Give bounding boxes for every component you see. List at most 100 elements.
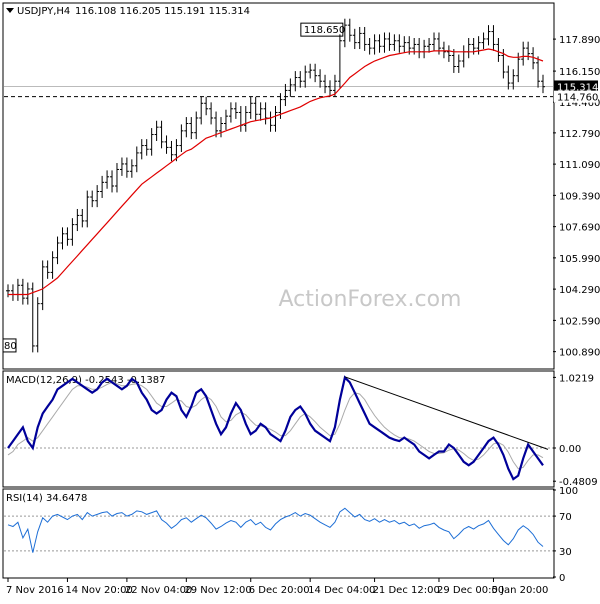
price-bar — [481, 32, 486, 50]
price-bar — [283, 83, 288, 107]
price-bar — [456, 54, 461, 73]
price-bar — [273, 106, 278, 132]
header-ohlc: 116.108 116.205 115.191 115.314 — [75, 6, 250, 17]
macd-panel-frame — [2, 370, 555, 488]
support-level-box — [554, 90, 598, 103]
low-marker: 80 — [2, 338, 17, 353]
price-bar — [154, 120, 159, 141]
price-panel-frame — [2, 2, 555, 370]
price-bar — [60, 227, 65, 250]
price-bar — [223, 109, 228, 130]
price-ytick-label: 116.150 — [559, 67, 600, 78]
price-bar — [25, 282, 30, 305]
price-bar — [387, 32, 392, 51]
rsi-ytick-label: 30 — [559, 547, 572, 558]
price-ytick-label: 102.590 — [559, 316, 600, 327]
price-bar — [402, 36, 407, 53]
price-bar — [382, 32, 387, 53]
macd-ytick-label: 1.0219 — [559, 373, 594, 384]
price-bar — [293, 71, 298, 92]
price-bar — [110, 170, 115, 193]
current-price-box — [554, 80, 598, 93]
xtick-label: 29 Nov 12:00 — [184, 585, 251, 596]
price-bar — [446, 45, 451, 62]
high-marker: 118.650 — [300, 22, 345, 37]
price-bar — [70, 218, 75, 246]
high-marker-label: 118.650 — [304, 25, 345, 36]
price-bar — [318, 69, 323, 88]
price-bar — [149, 128, 154, 156]
price-bar — [45, 260, 50, 279]
price-bar — [209, 102, 214, 125]
price-bar — [298, 71, 303, 88]
price-bar — [451, 49, 456, 73]
macd-trendline — [344, 376, 549, 450]
xtick-label: 22 Nov 04:00 — [125, 585, 192, 596]
price-bar — [35, 297, 40, 353]
price-bar — [253, 96, 258, 121]
rsi-label: RSI(14) 34.6478 — [6, 493, 87, 504]
current-price-label: 115.314 — [557, 82, 598, 93]
rsi-ytick-label: 0 — [559, 573, 565, 584]
price-ytick-label: 104.290 — [559, 285, 600, 296]
xtick-label: 6 Dec 20:00 — [249, 585, 310, 596]
price-bar — [30, 282, 35, 353]
price-bar — [372, 34, 377, 55]
price-bar — [491, 25, 496, 51]
price-bar — [90, 190, 95, 208]
price-ytick-label: 117.890 — [559, 35, 600, 46]
price-bar — [134, 146, 139, 173]
xtick-label: 21 Dec 12:00 — [373, 585, 440, 596]
price-bar — [303, 65, 308, 88]
price-bar — [357, 26, 362, 50]
price-bar — [139, 139, 144, 160]
price-ytick-label: 112.790 — [559, 129, 600, 140]
price-bar — [169, 140, 174, 162]
price-bar — [184, 117, 189, 138]
price-ytick-label: 105.990 — [559, 254, 600, 265]
price-bar — [342, 18, 347, 48]
price-bar — [204, 96, 209, 116]
price-bar — [159, 120, 164, 149]
price-bar — [347, 18, 352, 42]
xtick-label: 29 Dec 00:00 — [437, 585, 504, 596]
price-bar — [228, 102, 233, 123]
price-bar — [114, 163, 119, 193]
low-marker-label: 80 — [4, 341, 17, 352]
price-bar — [258, 102, 263, 121]
price-bar — [521, 41, 526, 66]
series-layer — [6, 18, 549, 553]
price-ytick-label: 107.690 — [559, 223, 600, 234]
price-bar — [174, 139, 179, 162]
price-bar — [20, 278, 25, 305]
xtick-label: 7 Nov 2016 — [6, 585, 64, 596]
rsi-panel-frame — [2, 488, 555, 579]
price-bar — [496, 38, 501, 62]
price-bar — [129, 159, 134, 178]
price-bar — [367, 38, 372, 55]
macd-line — [7, 375, 544, 481]
header-triangle-icon — [6, 8, 14, 13]
price-bar — [531, 47, 536, 70]
price-bar — [536, 56, 541, 88]
price-bar — [441, 41, 446, 59]
price-bar — [40, 260, 45, 311]
price-bar — [219, 117, 224, 138]
price-bar — [164, 135, 169, 154]
price-bar — [85, 190, 90, 228]
rsi-ytick-label: 100 — [559, 486, 578, 497]
price-bar — [243, 106, 248, 132]
macd-ytick-label: -0.4809 — [559, 477, 598, 488]
price-bar — [511, 69, 516, 90]
high-marker-box — [300, 22, 344, 37]
price-bar — [95, 185, 100, 208]
low-marker-box — [2, 338, 17, 353]
price-bar — [124, 157, 129, 178]
price-bar — [100, 175, 105, 198]
reference-lines — [4, 85, 553, 552]
xtick-label: 5 Jan 20:00 — [491, 585, 548, 596]
xtick-label: 14 Nov 20:00 — [65, 585, 132, 596]
